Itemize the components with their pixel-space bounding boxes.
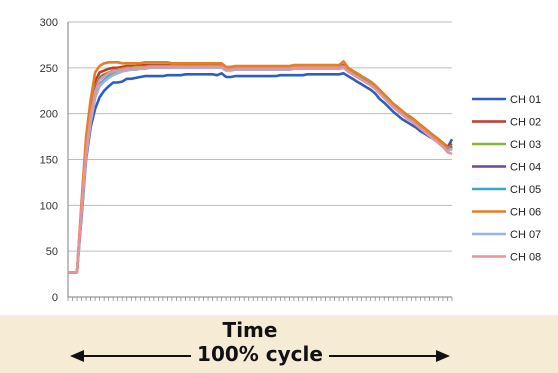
y-tick-label: 100 [40,200,58,212]
y-tick-label: 0 [52,292,58,304]
series-line-ch-06 [68,60,453,274]
series-line-ch-04 [68,65,453,274]
y-tick-label: 150 [40,155,58,167]
series-line-ch-01 [68,72,454,274]
series-line-ch-05 [68,65,453,274]
x-axis-label: Time [222,318,278,342]
legend-label-ch-07: CH 07 [510,229,541,241]
y-tick-label: 50 [46,246,58,258]
arrow-left-icon [70,350,84,362]
series-line-ch-07 [68,66,453,274]
legend-label-ch-08: CH 08 [510,252,541,264]
series-line-ch-03 [68,64,453,274]
arrow-right-icon [436,350,450,362]
legend-label-ch-03: CH 03 [510,139,541,151]
y-tick-label: 300 [40,17,58,29]
cycle-span-indicator: 100% cycle [70,342,450,370]
series-line-ch-02 [68,63,453,274]
legend-label-ch-06: CH 06 [510,207,541,219]
cycle-label: 100% cycle [191,342,329,366]
line-chart: 0 50 100 150 200 250 300 CH 01 CH 02 CH 03 CH 04 CH… [40,17,542,304]
legend-label-ch-05: CH 05 [510,184,541,196]
chart-area: 0 50 100 150 200 250 300 CH 01 CH 02 CH 03 CH 04 CH… [0,0,558,315]
y-tick-label: 250 [40,63,58,75]
legend-label-ch-04: CH 04 [510,162,541,174]
series-line-ch-08 [68,65,453,274]
legend-label-ch-02: CH 02 [510,117,541,129]
y-tick-label: 200 [40,109,58,121]
legend-label-ch-01: CH 01 [510,94,541,106]
